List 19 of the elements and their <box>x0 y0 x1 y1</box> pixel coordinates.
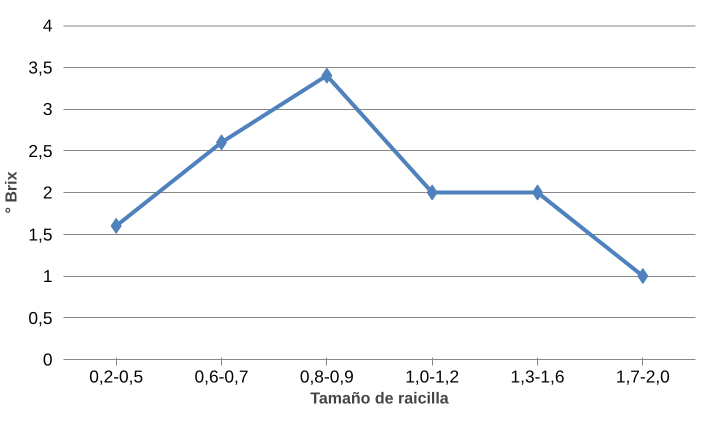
y-tick-label: 2,5 <box>28 140 53 161</box>
y-tick-label: 1 <box>42 266 53 286</box>
x-tick-label: 0,8-0,9 <box>300 366 354 386</box>
point <box>426 184 438 200</box>
x-tick-label: 0,2-0,5 <box>89 366 144 386</box>
y-tick-label: 4 <box>42 16 53 36</box>
y-tick-label: 0,5 <box>28 308 53 328</box>
y-axis-title: ° Brix <box>3 171 20 214</box>
y-tick-label: 1,5 <box>28 224 53 244</box>
x-tick-label: 1,7-2,0 <box>616 366 670 386</box>
x-axis-title: Tamaño de raicilla <box>310 390 449 408</box>
y-tick-label: 2 <box>42 182 53 202</box>
point <box>637 268 648 284</box>
y-tick-label: 0 <box>42 350 53 370</box>
y-tick-label: 3,5 <box>28 57 53 78</box>
y-tick-label: 3 <box>42 99 53 119</box>
x-tick-label: 0,6-0,7 <box>194 366 248 386</box>
x-tick-label: 1,0-1,2 <box>405 366 460 386</box>
x-tick-label: 1,3-1,6 <box>510 366 564 386</box>
